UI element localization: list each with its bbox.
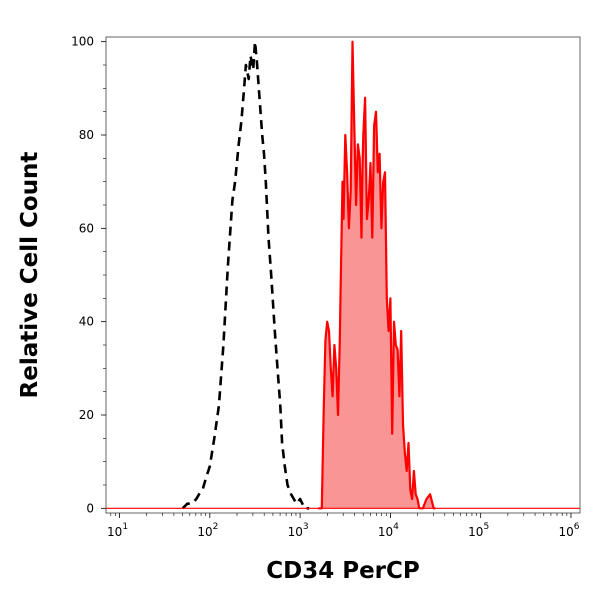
x-tick-label-5: 106	[558, 522, 579, 539]
y-tick-label-3: 60	[79, 221, 94, 235]
series-1-fill	[318, 41, 436, 509]
x-tick-label-2: 103	[288, 522, 309, 539]
y-tick-label-1: 20	[79, 408, 94, 422]
x-tick-label-0: 101	[107, 522, 128, 539]
y-axis-title: Relative Cell Count	[17, 152, 43, 399]
y-tick-label-4: 80	[79, 128, 94, 142]
x-tick-label-4: 105	[468, 522, 489, 539]
x-tick-exponent-2: 3	[303, 522, 309, 532]
x-tick-exponent-0: 1	[122, 522, 128, 532]
y-tick-label-0: 0	[86, 501, 94, 515]
x-tick-exponent-5: 6	[574, 522, 580, 532]
x-tick-label-3: 104	[378, 522, 399, 539]
x-tick-exponent-3: 4	[393, 522, 399, 532]
x-tick-exponent-1: 2	[213, 522, 219, 532]
y-tick-label-5: 100	[71, 35, 94, 49]
x-tick-exponent-4: 5	[483, 522, 489, 532]
series-0-line	[181, 40, 310, 510]
series-layer	[106, 40, 580, 510]
x-axis-title: CD34 PerCP	[266, 558, 420, 584]
series-1-line	[318, 40, 436, 510]
x-tick-label-1: 102	[197, 522, 218, 539]
y-tick-label-2: 40	[79, 315, 94, 329]
